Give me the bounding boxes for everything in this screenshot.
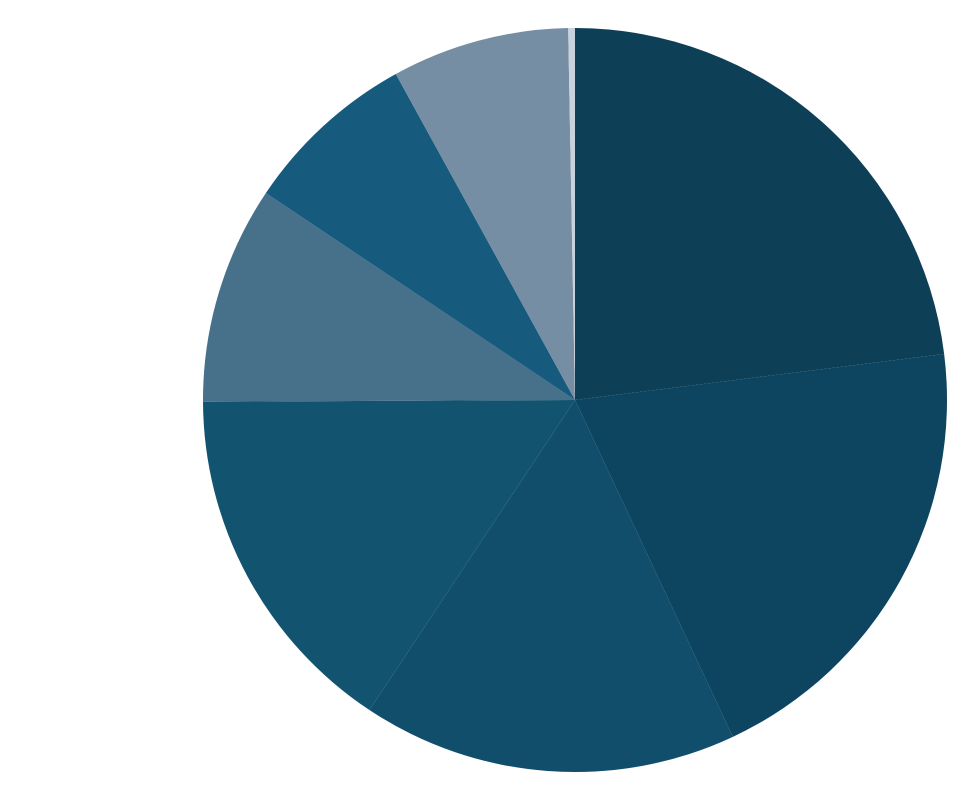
- pie-slice-5: [265, 74, 575, 400]
- pie-slice-6: [395, 28, 575, 401]
- pie-slices: [202, 27, 948, 773]
- pie-slice-3: [203, 400, 575, 711]
- pie-slice-0: [575, 28, 945, 400]
- pie-slice-2: [369, 400, 733, 773]
- pie-slice-7: [568, 27, 575, 400]
- pie-slice-4: [202, 193, 575, 402]
- pie-slice-1: [575, 353, 948, 737]
